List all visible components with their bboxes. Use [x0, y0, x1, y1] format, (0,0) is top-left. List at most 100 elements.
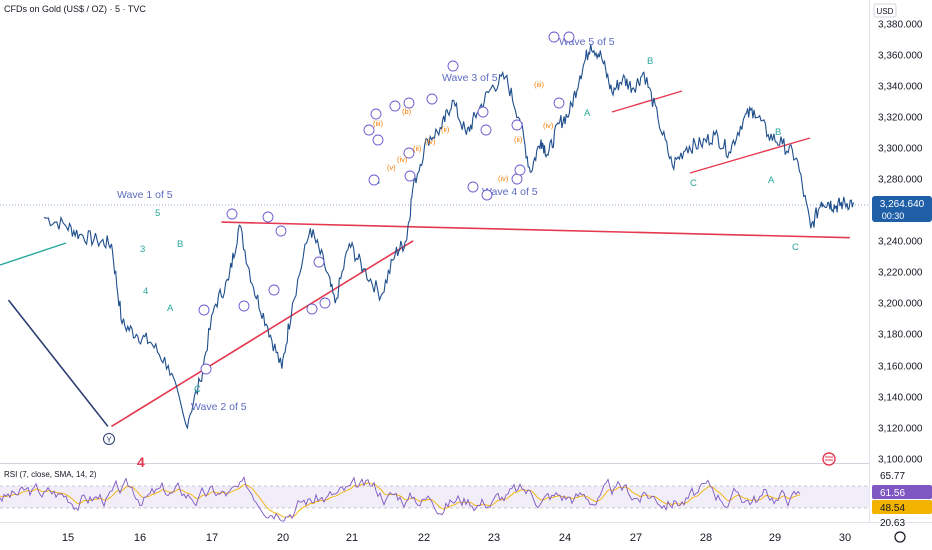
channel-line	[611, 90, 683, 113]
count-A3: A	[768, 175, 775, 186]
count-5: 5	[155, 208, 160, 219]
rsi-level-2: 61.56	[880, 488, 905, 499]
y-tick-label: 3,180.000	[878, 330, 923, 341]
sub-ii3: (ii)	[514, 135, 523, 144]
wave-circle	[262, 211, 274, 223]
sub-ii2: (ii)	[441, 125, 450, 134]
bar-countdown: 00:30	[882, 211, 905, 221]
y-tick-label: 3,220.000	[878, 268, 923, 279]
wave-2-label: Wave 2 of 5	[191, 401, 247, 413]
sub-b: (b)	[402, 107, 412, 116]
sub-iv: (iv)	[397, 155, 408, 164]
count-3: 3	[140, 244, 145, 255]
trendline-1	[111, 240, 414, 428]
rsi-band	[0, 486, 870, 508]
wave-circle	[553, 97, 565, 109]
count-4: 4	[143, 286, 148, 297]
count-A2: A	[584, 108, 591, 119]
y-tick-label: 3,200.000	[878, 299, 923, 310]
main-pane[interactable]	[0, 0, 870, 463]
wave-circle	[306, 303, 318, 315]
y-tick-label: 3,300.000	[878, 144, 923, 155]
wave-circle-markers	[198, 31, 575, 375]
wave-circle	[477, 106, 489, 118]
wave-circle	[275, 225, 287, 237]
count-C: C	[194, 384, 201, 395]
count-C2: C	[690, 178, 697, 189]
trendline-0	[221, 221, 850, 239]
wave-circle	[268, 284, 280, 296]
wave-circle	[563, 31, 575, 43]
x-tick-label: 20	[277, 532, 289, 544]
wave-circle	[548, 31, 560, 43]
sub-iv2: (iv)	[425, 137, 436, 146]
rsi-level-4: 20.63	[880, 518, 905, 529]
wave-4-label: Wave 4 of 5	[482, 186, 538, 198]
wave-circle	[480, 124, 492, 136]
wave-circle	[200, 363, 212, 375]
symbol-header: CFDs on Gold (US$ / OZ) · 5 · TVC	[4, 4, 146, 14]
wave-circle	[368, 174, 380, 186]
y-tick-label: 3,160.000	[878, 362, 923, 373]
y-tick-label: 3,120.000	[878, 424, 923, 435]
x-tick-label: 15	[62, 532, 74, 544]
x-tick-label: 27	[630, 532, 642, 544]
wave-circle	[481, 189, 493, 201]
sub-ii: (ii)	[413, 144, 422, 153]
wave-1-label: Wave 1 of 5	[117, 189, 173, 201]
last-price-badge	[872, 196, 932, 222]
trendline-2	[7, 299, 109, 427]
rsi-level-1: 65.77	[880, 471, 905, 482]
channel-line	[689, 137, 811, 174]
count-B: B	[177, 239, 183, 250]
wave-circle	[426, 93, 438, 105]
rsi-line	[0, 476, 801, 522]
price-series-line	[43, 44, 854, 430]
y-tick-labels: 3,100.000 3,120.000 3,140.000 3,160.000 3,18…	[878, 20, 923, 466]
rsi-label: RSI (7, close, SMA, 14, 2)	[4, 470, 97, 479]
count-B3: B	[775, 127, 781, 138]
x-tick-label: 21	[346, 532, 358, 544]
wave-circle	[370, 108, 382, 120]
gear-icon[interactable]	[894, 531, 906, 543]
sub-iv4: (iv)	[543, 121, 554, 130]
last-price-value: 3,264.640	[880, 199, 925, 210]
alert-icon[interactable]	[822, 452, 836, 466]
wave-circle	[389, 100, 401, 112]
rsi-level-3-box	[872, 500, 932, 514]
wave-circle	[514, 164, 526, 176]
wave-circle	[403, 147, 415, 159]
rsi-ma-line	[0, 482, 801, 518]
y-marker-text: Y	[106, 436, 112, 445]
x-tick-label: 23	[488, 532, 500, 544]
sub-iii2: (iii)	[534, 80, 544, 89]
x-tick-label: 28	[700, 532, 712, 544]
x-tick-label: 16	[134, 532, 146, 544]
count-B2: B	[647, 56, 653, 67]
currency-box[interactable]	[873, 3, 897, 18]
y-tick-label: 3,340.000	[878, 82, 923, 93]
rsi-level-3: 48.54	[880, 503, 905, 514]
x-tick-label: 24	[559, 532, 571, 544]
x-tick-label: 17	[206, 532, 218, 544]
channel-line	[0, 242, 67, 266]
y-tick-label: 3,140.000	[878, 393, 923, 404]
wave-circle	[404, 170, 416, 182]
trendlines	[0, 90, 850, 428]
wave-circle	[467, 181, 479, 193]
y-tick-label: 3,280.000	[878, 175, 923, 186]
y-marker	[103, 433, 115, 445]
x-tick-label: 29	[769, 532, 781, 544]
rsi-level-2-box	[872, 485, 932, 499]
count-A: A	[167, 303, 174, 314]
x-tick-label: 22	[418, 532, 430, 544]
price-axis[interactable]	[870, 0, 932, 550]
y-tick-label: 3,380.000	[878, 20, 923, 31]
wave-circle	[511, 173, 523, 185]
wave-circle	[319, 297, 331, 309]
red-4-marker: 4	[137, 454, 145, 470]
rsi-level-1-box	[874, 469, 932, 482]
wave-circle	[226, 208, 238, 220]
